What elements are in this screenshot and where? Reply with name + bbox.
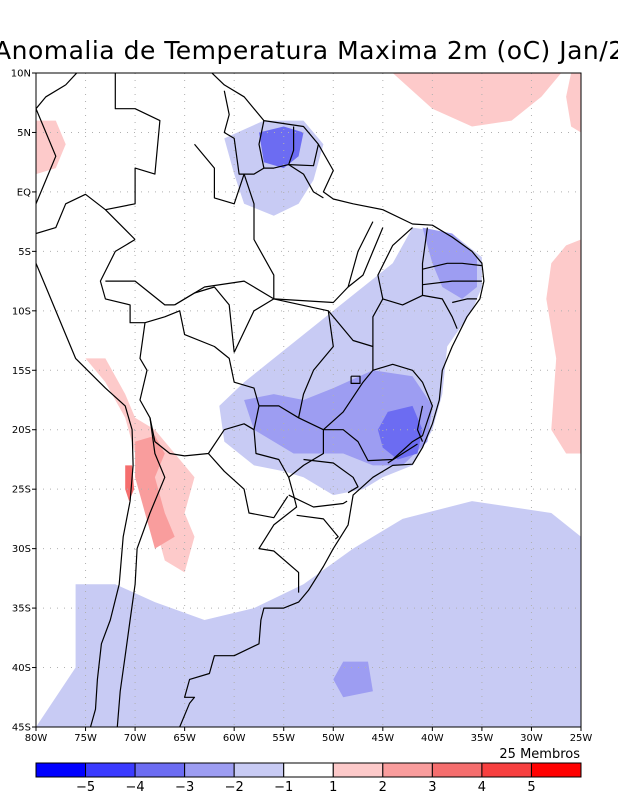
- x-tick-label: 40W: [421, 733, 444, 744]
- y-tick-label: 10N: [11, 69, 31, 80]
- anomaly-region-south-atlantic-cool: [36, 501, 581, 727]
- legend-label: −2: [225, 780, 244, 795]
- y-tick-label: 25S: [12, 485, 31, 496]
- border-west-coast: [36, 84, 134, 727]
- political-borders: [36, 73, 485, 727]
- color-legend: −5 −4 −3 −2 −1 1 2 3 4 5: [35, 762, 582, 795]
- legend-swatch: [382, 762, 433, 778]
- y-tick-label: 45S: [12, 723, 31, 734]
- map-title: Anomalia de Temperatura Maxima 2m (oC) J…: [0, 36, 618, 65]
- legend-swatch: [481, 762, 532, 778]
- border-colombia-border: [105, 73, 161, 211]
- border-suriname-internal: [288, 126, 295, 165]
- border-brazil-state-mato-grosso: [233, 298, 334, 419]
- legend-swatch: [283, 762, 334, 778]
- anomaly-region-atlantic-east-warm-top: [566, 73, 581, 133]
- y-tick-label: 5N: [17, 128, 31, 139]
- x-tick-label: 25W: [570, 733, 593, 744]
- border-venezuela-guyana-border: [223, 90, 319, 175]
- border-brazil-state-rn-pb-pe: [422, 262, 482, 270]
- anomaly-region-atlantic-east-warm: [546, 239, 581, 454]
- anomaly-fill-layer: [36, 73, 581, 727]
- members-label: 25 Membros: [499, 747, 580, 762]
- x-tick-label: 45W: [372, 733, 395, 744]
- legend-label: −4: [126, 780, 145, 795]
- anomaly-region-andes-warm-mid: [135, 435, 175, 549]
- y-tick-label: 35S: [12, 604, 31, 615]
- legend-swatch: [431, 762, 483, 778]
- border-brazil-west-border: [99, 238, 300, 593]
- legend-label: −3: [175, 780, 194, 795]
- x-tick-label: 35W: [471, 733, 494, 744]
- legend-label: −1: [274, 780, 293, 795]
- border-brazil-state-rj: [387, 443, 418, 464]
- border-brazil-state-piaui: [377, 227, 413, 300]
- border-df: [350, 375, 361, 384]
- legend-swatch: [233, 762, 285, 778]
- anomaly-region-offshore-cold: [333, 661, 373, 698]
- anomaly-region-guiana-cold: [259, 126, 304, 169]
- border-peru-ecuador-border: [36, 193, 136, 240]
- x-tick-label: 30W: [520, 733, 543, 744]
- border-brazil-state-parana: [288, 494, 348, 508]
- legend-swatch: [85, 762, 136, 778]
- legend-swatch: [184, 762, 235, 778]
- y-tick-label: EQ: [17, 187, 31, 198]
- x-tick-label: 55W: [272, 733, 295, 744]
- border-guiana-internal: [258, 120, 265, 169]
- anomaly-region-uruguay-coast-cool: [234, 643, 354, 716]
- x-tick-label: 65W: [173, 733, 196, 744]
- y-tick-label: 5S: [18, 247, 31, 258]
- x-tick-label: 50W: [322, 733, 345, 744]
- anomaly-region-colombia-warm: [36, 120, 66, 175]
- y-tick-label: 40S: [12, 663, 31, 674]
- legend-label: 1: [329, 780, 337, 795]
- border-chile-argentina-border: [116, 417, 166, 727]
- y-tick-label: 20S: [12, 425, 31, 436]
- border-brazil-state-rondonia: [174, 286, 235, 353]
- border-brazil-state-to-ma: [347, 227, 384, 288]
- border-brazil-state-roraima: [194, 143, 245, 205]
- legend-swatch: [35, 762, 87, 778]
- y-tick-label: 30S: [12, 544, 31, 555]
- x-tick-label: 80W: [25, 733, 48, 744]
- anomaly-region-rio-cold: [377, 405, 423, 460]
- border-brazil-state-sp: [303, 458, 359, 494]
- y-tick-label: 15S: [12, 366, 31, 377]
- map-frame: [35, 72, 582, 728]
- border-brazil-state-minas: [323, 363, 433, 462]
- border-brazil-state-es: [416, 405, 424, 442]
- legend-swatch: [134, 762, 186, 778]
- border-paraguay-border: [207, 453, 289, 519]
- x-tick-label: 60W: [223, 733, 246, 744]
- legend-swatch: [332, 762, 384, 778]
- axis-ticks: 80W 75W 70W 65W 60W 55W 50W 45W 40W 35W 30W 25W 10N 5…: [11, 69, 593, 745]
- border-north-coast: [65, 73, 485, 727]
- border-brazil-state-bahia: [372, 294, 458, 347]
- border-bolivia-border: [139, 322, 255, 457]
- legend-label: 3: [428, 780, 436, 795]
- x-tick-label: 75W: [74, 733, 97, 744]
- border-brazil-state-acre: [105, 280, 175, 306]
- anomaly-region-atlantic-north-warm: [313, 73, 562, 127]
- legend-label: 2: [379, 780, 387, 795]
- y-tick-label: 10S: [12, 306, 31, 317]
- border-brazil-state-al: [452, 298, 477, 304]
- x-tick-label: 70W: [124, 733, 147, 744]
- legend-label: −5: [76, 780, 95, 795]
- border-brazil-state-sc: [296, 514, 339, 540]
- legend-label: 5: [527, 780, 535, 795]
- border-brazil-state-amapa: [288, 164, 324, 199]
- border-brazil-state-pe: [422, 280, 482, 286]
- legend-label: 4: [478, 780, 486, 795]
- legend-swatch: [530, 762, 582, 778]
- border-brazil-state-ms: [288, 417, 324, 478]
